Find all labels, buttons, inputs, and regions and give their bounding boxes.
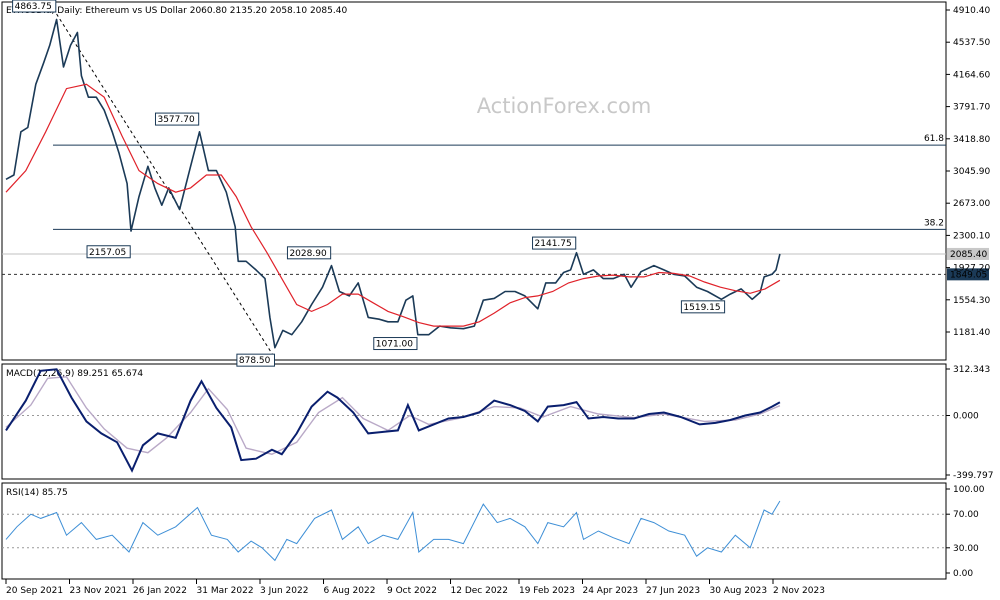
price-axis-label: 4164.60 [953,70,990,80]
price-axis-label: 2300.10 [953,231,990,241]
price-axis-label: 4537.50 [953,38,990,48]
price-annotation-label: 1071.00 [376,340,413,350]
price-axis-label: 3045.90 [953,167,990,177]
date-axis-label: 20 Sep 2021 [6,586,63,596]
macd-title: MACD(12,26,9) 89.251 65.674 [6,369,143,379]
date-axis-label: 30 Aug 2023 [709,586,767,596]
price-annotation-box [532,236,577,250]
fib-level-label: 38.2 [924,218,944,228]
rsi-axis-label: 0.00 [953,569,973,579]
last-price-value: 2085.40 [950,250,987,260]
price-panel [1,1,947,361]
support-value: 1849.05 [950,270,987,280]
rsi-axis-label: 100.00 [953,485,985,495]
price-axis-label: 2673.00 [953,199,990,209]
fib-level-label: 61.8 [924,134,944,144]
price-annotation-box [12,0,57,13]
macd-axis-label: 312.343 [953,365,990,375]
date-axis-label: 24 Apr 2023 [582,586,638,596]
date-axis-label: 27 Jun 2023 [646,586,700,596]
trend-line [56,13,276,359]
instrument-title: Ethereum vs US Dollar [85,6,187,16]
price-line [5,18,781,349]
price-annotation-label: 1519.15 [683,303,720,313]
date-axis-label: 23 Nov 2021 [70,586,128,596]
rsi-title: RSI(14) 85.75 [6,488,68,498]
date-axis-label: 9 Oct 2022 [387,586,437,596]
price-axis-label: 1927.20 [953,264,990,274]
price-annotation-box [286,246,332,260]
ohlc-values: 2060.80 2135.20 2058.10 2085.40 [190,6,348,16]
date-axis-label: 6 Aug 2022 [324,586,376,596]
price-annotation-box [86,245,131,259]
price-annotation-label: 3577.70 [157,115,194,125]
support-tag [947,268,989,281]
date-axis-label: 12 Dec 2022 [451,586,509,596]
price-annotation-box [154,112,200,126]
rsi-axis-label: 70.00 [953,510,979,520]
rsi-line [5,500,781,562]
date-axis-label: 3 Jun 2022 [260,586,308,596]
price-annotation-box [236,353,275,367]
price-annotation-label: 2028.90 [289,249,326,259]
rsi-axis-label: 30.00 [953,544,979,554]
price-axis-label: 3418.80 [953,135,990,145]
date-axis-label: 19 Feb 2023 [519,586,575,596]
macd-axis-label: 0.000 [953,411,979,421]
price-axis-label: 1181.40 [953,328,990,338]
macd-signal-line [5,376,781,455]
macd-axis-label: -399.797 [953,471,993,481]
watermark: ActionForex.com [477,94,652,118]
price-axis-label: 4910.40 [953,6,990,16]
date-axis-label: 31 Mar 2022 [197,586,254,596]
macd-line [5,368,781,473]
last-price-tag [947,247,989,260]
price-annotation-label: 878.50 [239,356,271,366]
rsi-panel [1,482,947,580]
price-annotation-label: 4863.75 [15,2,52,12]
price-annotation-label: 2157.05 [89,248,126,258]
price-axis-label: 3791.70 [953,103,990,113]
date-axis-label: 2 Nov 2023 [773,586,825,596]
macd-panel [1,363,947,480]
price-annotation-box [680,300,726,314]
price-annotation-label: 2141.75 [535,239,572,249]
moving-average-line [5,83,781,327]
price-axis-label: 1554.30 [953,296,990,306]
date-axis-label: 26 Jan 2022 [133,586,187,596]
price-annotation-box [373,337,418,351]
